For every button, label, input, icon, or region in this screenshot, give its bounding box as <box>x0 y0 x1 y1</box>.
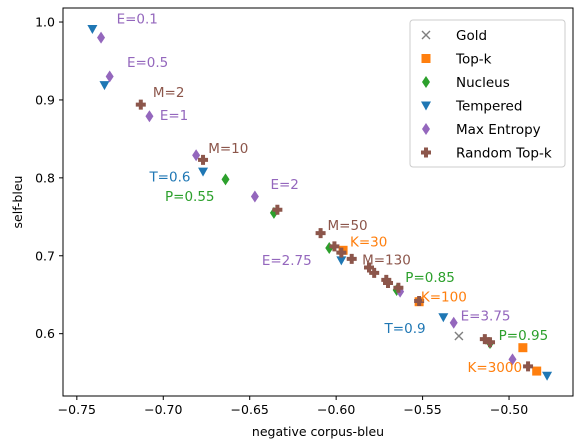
point-annotation: E=1 <box>160 108 188 124</box>
point-annotation: K=100 <box>421 290 467 306</box>
y-tick-label: 1.0 <box>35 15 55 30</box>
data-point <box>479 334 490 345</box>
y-tick-label: 0.6 <box>35 326 55 341</box>
data-point <box>99 81 110 91</box>
point-annotation: K=30 <box>350 234 387 250</box>
data-point <box>250 190 259 203</box>
point-annotation: M=2 <box>153 85 185 101</box>
data-point <box>532 366 542 376</box>
data-point <box>454 331 464 341</box>
point-annotation: E=0.5 <box>127 55 168 71</box>
x-tick-label: −0.65 <box>231 402 269 417</box>
point-annotation: K=3000 <box>468 360 523 376</box>
x-tick-label: −0.75 <box>58 402 96 417</box>
series-gold <box>454 331 464 341</box>
legend: Gold Top-k Nucleus Tempered Max Entropy Rando… <box>409 19 566 168</box>
legend-marker <box>421 54 431 63</box>
x-tick-label: −0.60 <box>317 402 355 417</box>
legend-entry: Nucleus <box>422 75 510 91</box>
data-point <box>383 278 394 289</box>
point-annotation: E=3.75 <box>461 308 511 324</box>
data-point <box>542 371 553 381</box>
y-tick-label: 0.9 <box>35 92 55 107</box>
data-point <box>485 337 496 348</box>
x-tick-label: −0.70 <box>144 402 182 417</box>
data-point <box>393 282 404 293</box>
data-point <box>87 25 98 35</box>
y-axis-label: self-bleu <box>10 176 25 229</box>
data-point <box>346 253 357 264</box>
legend-entry: Tempered <box>421 99 522 115</box>
point-annotation: P=0.55 <box>165 189 215 205</box>
legend-marker <box>421 147 431 158</box>
point-annotation: M=130 <box>362 252 411 268</box>
data-point <box>198 154 209 165</box>
data-point <box>272 204 283 215</box>
point-annotation: E=2.75 <box>262 253 312 269</box>
legend-marker <box>422 123 430 135</box>
legend-marker <box>421 30 431 40</box>
point-annotation: M=50 <box>328 218 368 234</box>
data-point <box>135 99 146 110</box>
legend-label: Gold <box>456 28 487 44</box>
series-random-top-k <box>135 99 534 372</box>
series-tempered <box>87 25 553 381</box>
y-tick-label: 0.7 <box>35 248 55 263</box>
data-point <box>369 267 380 278</box>
legend-label: Max Entropy <box>456 122 541 138</box>
point-annotation: P=0.95 <box>499 328 549 344</box>
point-annotations: E=0.1E=0.5M=2E=1M=10T=0.6P=0.55E=2M=50K=… <box>117 12 549 376</box>
plot-marks <box>87 25 553 381</box>
data-point <box>145 110 154 123</box>
data-point <box>105 70 114 83</box>
data-point <box>336 247 347 258</box>
legend-label: Nucleus <box>456 75 510 91</box>
legend-label: Random Top-k <box>456 146 552 162</box>
data-point <box>508 353 517 366</box>
legend-box <box>409 19 566 168</box>
point-annotation: E=2 <box>270 177 298 193</box>
x-tick-label: −0.55 <box>403 402 441 417</box>
legend-label: Tempered <box>455 99 522 115</box>
data-point <box>438 313 449 323</box>
y-tick-label: 0.8 <box>35 170 55 185</box>
legend-entry: Random Top-k <box>421 146 552 162</box>
legend-entry: Max Entropy <box>422 122 541 138</box>
data-point <box>198 167 209 177</box>
x-tick-label: −0.50 <box>490 402 528 417</box>
data-point <box>523 361 534 372</box>
point-annotation: E=0.1 <box>117 12 158 28</box>
data-point <box>221 173 230 186</box>
plot-frame <box>62 7 574 397</box>
point-annotation: P=0.85 <box>405 270 455 286</box>
data-point <box>449 316 458 329</box>
point-annotation: T=0.9 <box>384 321 426 337</box>
legend-entry: Top-k <box>421 52 492 68</box>
data-point <box>97 31 106 44</box>
data-point <box>414 295 425 306</box>
data-point <box>364 262 374 273</box>
point-annotation: T=0.6 <box>148 170 190 186</box>
point-annotation: M=10 <box>208 141 248 157</box>
legend-label: Top-k <box>455 52 492 68</box>
data-point <box>315 228 326 239</box>
legend-marker <box>422 76 430 88</box>
legend-entry: Gold <box>421 28 487 44</box>
data-point <box>518 343 528 353</box>
data-point <box>329 241 340 252</box>
legend-marker <box>421 101 431 111</box>
data-point <box>336 256 347 266</box>
x-axis-label: negative corpus-bleu <box>252 424 384 439</box>
axis-ticks: −0.75 −0.70 −0.65 −0.60 −0.55 −0.50 0.6 0.7 0.8 0… <box>35 15 528 417</box>
